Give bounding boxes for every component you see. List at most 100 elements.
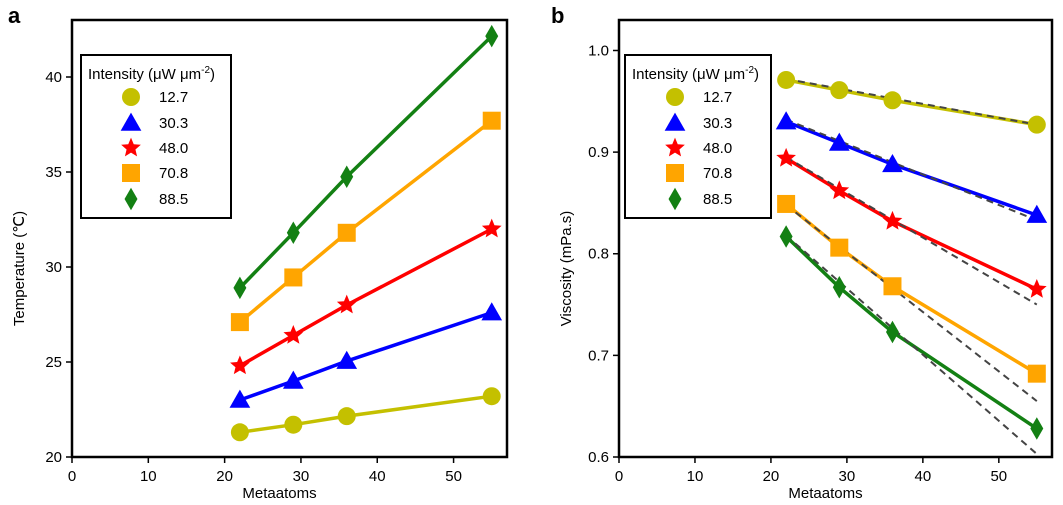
a-point-70.8-x36 [337,223,356,242]
a-point-88.5-x55 [485,24,499,48]
b-point-88.5-x29 [832,276,846,299]
a-legend-box [80,54,232,219]
b-point-70.8-x36 [883,277,902,296]
a-point-48.0-x55 [481,218,502,238]
a-point-12.7-x55 [482,387,501,406]
b-legend-label-30.3: 30.3 [703,115,732,132]
b-point-30.3-x22 [775,111,797,130]
a-x-axis-label: Metaatoms [242,485,316,502]
b-xtick-label: 20 [763,468,780,485]
b-point-48.0-x55 [1026,278,1047,298]
b-series-line-88.5 [784,235,1038,430]
a-legend-label-48.0: 48.0 [159,140,188,157]
b-legend-label-48.0: 48.0 [703,140,732,157]
b-point-30.3-x36 [882,153,903,173]
b-point-48.0-x29 [829,180,850,200]
a-point-48.0-x22 [230,355,250,375]
a-point-48.0-x29 [283,325,304,344]
b-legend-marker-48.0 [665,137,685,157]
a-legend-marker-30.3 [120,112,142,131]
panel-a-temperature-chart: 0 10 20 30 40 50 20 25 30 35 40 Metaatoms Temperatur… [11,18,509,502]
a-point-88.5-x36 [340,165,354,188]
a-point-88.5-x22 [233,276,247,300]
a-ytick-label: 40 [45,69,62,86]
b-legend-title: Intensity (μW μm-2) [632,65,759,83]
b-legend-box [624,54,772,219]
b-legend: Intensity (μW μm-2) 12.7 30.3 48.0 70.8 88.5 [624,54,772,219]
a-point-30.3-x22 [229,389,251,408]
a-point-70.8-x55 [482,111,501,130]
a-series-line-30.3 [239,310,493,402]
b-point-12.7-x22 [777,70,796,89]
a-point-70.8-x22 [230,313,249,332]
a-point-48.0-x36 [336,294,357,314]
panel-label-b: b [551,3,565,28]
b-fit-30.3-dashed-line [785,118,1038,222]
b-ytick-label: 0.7 [588,347,609,364]
b-series-line-30.3 [785,120,1038,217]
a-point-12.7-x29 [284,415,303,434]
a-ytick-label: 25 [45,354,62,371]
b-point-88.5-x36 [885,320,899,344]
b-point-30.3-x29 [828,132,850,151]
a-ytick-label: 30 [45,259,62,276]
b-x-axis-label: Metaatoms [788,485,862,502]
b-series-line-48.0 [785,156,1038,291]
a-series-line-88.5 [238,34,493,290]
b-legend-label-88.5: 88.5 [703,191,732,208]
a-xtick-label: 40 [369,468,386,485]
b-ytick-label: 0.9 [588,144,609,161]
b-y-axis-label: Viscosity (mPa.s) [558,211,575,327]
a-point-70.8-x29 [284,268,303,287]
b-point-70.8-x29 [830,238,849,257]
b-point-12.7-x55 [1027,115,1046,134]
a-y-axis-label: Temperature (℃) [11,211,28,326]
b-point-70.8-x55 [1027,364,1046,383]
b-fit-70.8-dashed-line [785,204,1038,402]
b-point-88.5-x55 [1030,417,1044,440]
a-legend-label-88.5: 88.5 [159,191,188,208]
a-legend-marker-48.0 [121,137,141,157]
a-ytick-label: 20 [45,449,62,466]
b-point-48.0-x22 [776,147,796,167]
b-fit-48.0-dashed-line [785,156,1038,306]
a-xtick-label: 30 [293,468,310,485]
b-xtick-label: 50 [990,468,1007,485]
b-ytick-label: 0.8 [588,246,609,263]
a-legend-label-30.3: 30.3 [159,115,188,132]
a-legend-marker-88.5 [124,187,138,211]
a-series-line-12.7 [239,394,492,435]
a-series-line-48.0 [239,227,493,368]
b-legend-marker-30.3 [664,112,686,131]
b-xtick-label: 0 [615,468,623,485]
b-legend-marker-12.7 [666,88,684,106]
b-legend-label-12.7: 12.7 [703,89,732,106]
b-plot-frame [617,18,1054,459]
b-point-88.5-x22 [779,225,793,248]
a-point-30.3-x55 [481,302,503,321]
a-xtick-label: 0 [68,468,76,485]
b-fit-88.5-dashed-line [785,234,1038,455]
a-xtick-label: 50 [445,468,462,485]
b-point-30.3-x55 [1026,204,1048,223]
a-point-88.5-x29 [286,221,300,245]
a-point-12.7-x22 [230,423,249,442]
b-legend-marker-88.5 [668,187,682,211]
a-legend-label-70.8: 70.8 [159,165,188,182]
a-xtick-label: 20 [216,468,233,485]
b-ytick-label: 1.0 [588,42,609,59]
a-legend: Intensity (μW μm-2) 12.7 30.3 48.0 70.8 88.5 [80,54,232,219]
b-point-12.7-x36 [883,91,902,110]
b-point-48.0-x36 [882,210,903,230]
b-point-12.7-x29 [830,81,849,100]
a-legend-marker-12.7 [122,88,140,106]
b-fit-12.7-dashed-line [785,77,1037,126]
a-ytick-label: 35 [45,164,62,181]
a-legend-title: Intensity (μW μm-2) [88,65,215,83]
a-plot-frame [70,18,509,459]
b-ytick-label: 0.6 [588,449,609,466]
panel-b-viscosity-chart: 0 10 20 30 40 50 0.6 0.7 0.8 0.9 1.0 Metaatoms Visco… [558,18,1054,502]
panel-label-a: a [8,3,21,28]
a-point-30.3-x29 [282,370,304,389]
